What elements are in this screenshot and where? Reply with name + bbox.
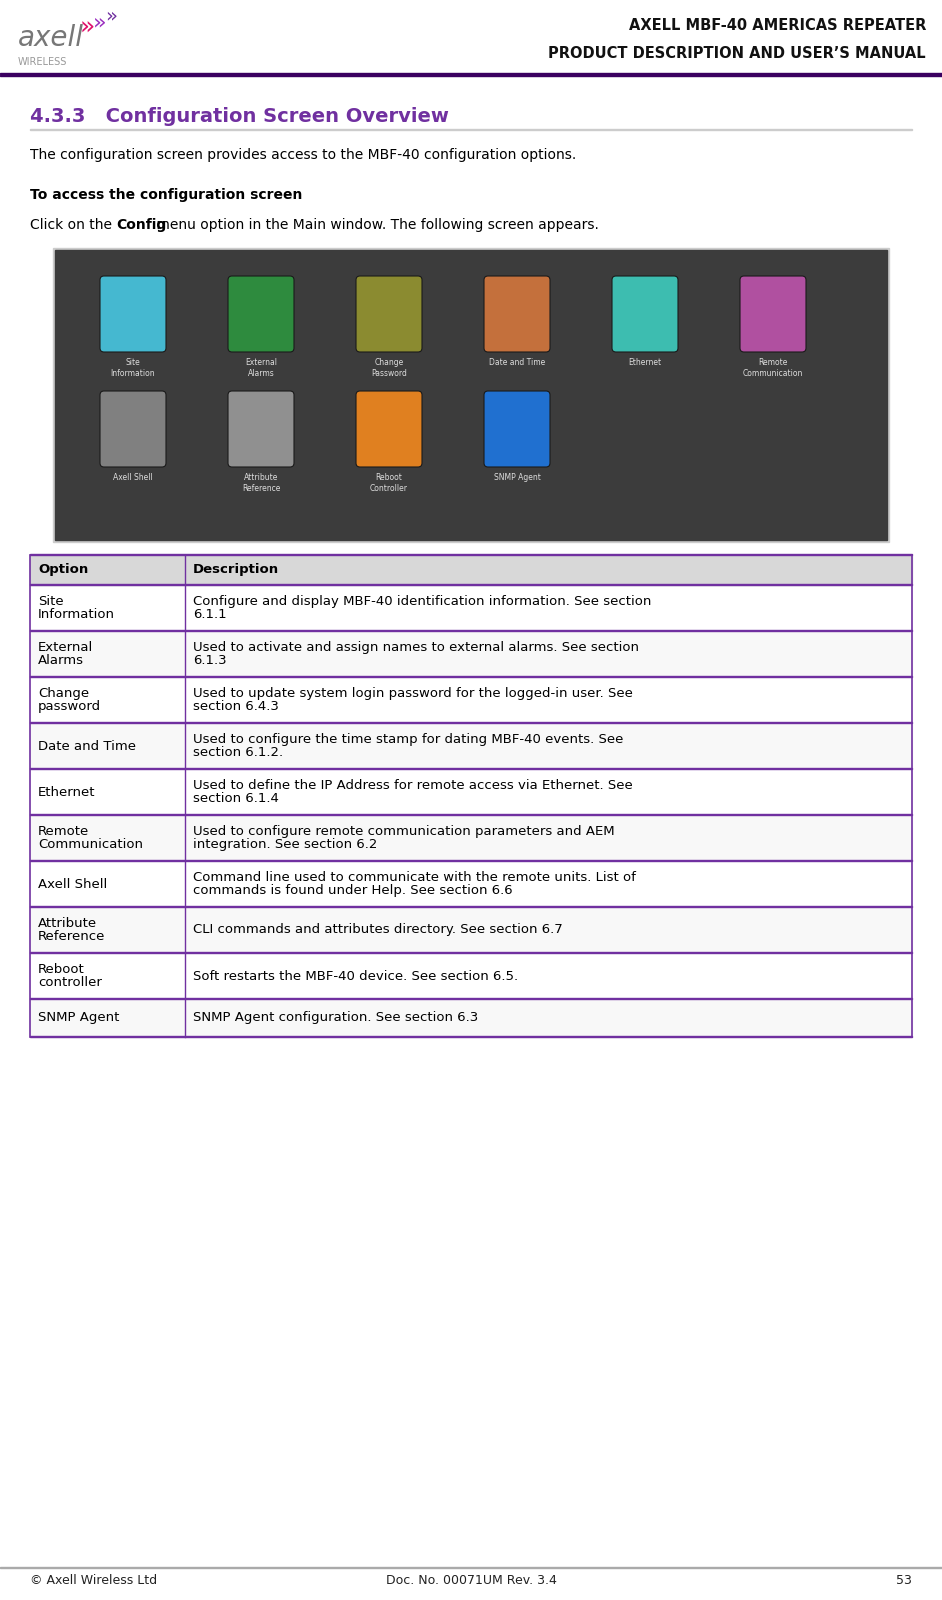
Bar <box>30 954 912 998</box>
Text: Site: Site <box>125 358 140 366</box>
Text: »: » <box>93 11 106 32</box>
Text: 4.3.3   Configuration Screen Overview: 4.3.3 Configuration Screen Overview <box>30 107 449 126</box>
Text: PRODUCT DESCRIPTION AND USER’S MANUAL: PRODUCT DESCRIPTION AND USER’S MANUAL <box>548 46 926 61</box>
Text: © Axell Wireless Ltd: © Axell Wireless Ltd <box>30 1573 157 1587</box>
Text: Reference: Reference <box>38 930 106 942</box>
Text: 6.1.1: 6.1.1 <box>193 608 227 621</box>
Text: section 6.4.3: section 6.4.3 <box>193 701 279 714</box>
Bar <box>53 248 889 542</box>
Text: axell: axell <box>18 24 84 51</box>
Text: Date and Time: Date and Time <box>489 358 545 366</box>
Text: External: External <box>245 358 277 366</box>
Text: Used to update system login password for the logged-in user. See: Used to update system login password for… <box>193 686 633 701</box>
Text: Site: Site <box>38 595 64 608</box>
FancyBboxPatch shape <box>740 275 806 352</box>
Text: Used to configure remote communication parameters and AEM: Used to configure remote communication p… <box>193 826 614 838</box>
Bar <box>30 555 912 1037</box>
Text: commands is found under Help. See section 6.6: commands is found under Help. See sectio… <box>193 883 512 898</box>
FancyBboxPatch shape <box>484 275 550 352</box>
Text: Communication: Communication <box>743 370 804 378</box>
FancyBboxPatch shape <box>612 275 678 352</box>
FancyBboxPatch shape <box>100 275 166 352</box>
Text: »: » <box>80 16 95 40</box>
Bar <box>55 250 887 541</box>
Bar <box>30 907 912 954</box>
Text: Configure and display MBF-40 identification information. See section: Configure and display MBF-40 identificat… <box>193 595 651 608</box>
Bar <box>30 814 912 861</box>
Text: Axell Shell: Axell Shell <box>38 877 107 891</box>
Text: controller: controller <box>38 976 102 989</box>
Bar <box>30 630 912 677</box>
Bar <box>30 723 912 770</box>
Text: Alarms: Alarms <box>248 370 274 378</box>
Text: »: » <box>105 6 117 26</box>
Text: Used to define the IP Address for remote access via Ethernet. See: Used to define the IP Address for remote… <box>193 779 633 792</box>
Text: Change: Change <box>38 686 89 701</box>
Text: Reference: Reference <box>242 483 280 493</box>
Text: Alarms: Alarms <box>38 654 84 667</box>
Text: Description: Description <box>193 563 279 576</box>
Text: Config: Config <box>116 218 166 232</box>
Text: Command line used to communicate with the remote units. List of: Command line used to communicate with th… <box>193 870 636 883</box>
Text: SNMP Agent: SNMP Agent <box>494 474 541 482</box>
FancyBboxPatch shape <box>228 275 294 352</box>
Text: Change: Change <box>374 358 403 366</box>
Text: Ethernet: Ethernet <box>38 786 95 798</box>
Text: Ethernet: Ethernet <box>628 358 661 366</box>
Text: Communication: Communication <box>38 838 143 851</box>
Text: section 6.1.2.: section 6.1.2. <box>193 746 284 758</box>
Text: Remote: Remote <box>758 358 788 366</box>
Text: Attribute: Attribute <box>38 917 97 930</box>
FancyBboxPatch shape <box>356 390 422 467</box>
Text: Attribute: Attribute <box>244 474 278 482</box>
Text: 6.1.3: 6.1.3 <box>193 654 227 667</box>
Text: External: External <box>38 642 93 654</box>
Bar <box>30 586 912 630</box>
Text: Information: Information <box>111 370 155 378</box>
Text: Remote: Remote <box>38 826 89 838</box>
Text: Reboot: Reboot <box>376 474 402 482</box>
Text: password: password <box>38 701 101 714</box>
Text: SNMP Agent configuration. See section 6.3: SNMP Agent configuration. See section 6.… <box>193 1011 479 1024</box>
Text: CLI commands and attributes directory. See section 6.7: CLI commands and attributes directory. S… <box>193 923 562 936</box>
Text: Used to configure the time stamp for dating MBF-40 events. See: Used to configure the time stamp for dat… <box>193 733 624 746</box>
Text: 53: 53 <box>896 1573 912 1587</box>
FancyBboxPatch shape <box>100 390 166 467</box>
Text: Soft restarts the MBF-40 device. See section 6.5.: Soft restarts the MBF-40 device. See sec… <box>193 970 518 982</box>
Text: SNMP Agent: SNMP Agent <box>38 1011 120 1024</box>
Text: Click on the: Click on the <box>30 218 117 232</box>
FancyBboxPatch shape <box>356 275 422 352</box>
Text: integration. See section 6.2: integration. See section 6.2 <box>193 838 378 851</box>
Text: The configuration screen provides access to the MBF-40 configuration options.: The configuration screen provides access… <box>30 149 577 162</box>
Text: menu option in the Main window. The following screen appears.: menu option in the Main window. The foll… <box>152 218 599 232</box>
Text: Reboot: Reboot <box>38 963 85 976</box>
Text: AXELL MBF-40 AMERICAS REPEATER: AXELL MBF-40 AMERICAS REPEATER <box>628 19 926 34</box>
Text: Date and Time: Date and Time <box>38 739 136 752</box>
FancyBboxPatch shape <box>228 390 294 467</box>
Text: Password: Password <box>371 370 407 378</box>
Text: To access the configuration screen: To access the configuration screen <box>30 187 302 202</box>
Text: Doc. No. 00071UM Rev. 3.4: Doc. No. 00071UM Rev. 3.4 <box>385 1573 557 1587</box>
FancyBboxPatch shape <box>484 390 550 467</box>
Text: Information: Information <box>38 608 115 621</box>
Text: WIRELESS: WIRELESS <box>18 58 68 67</box>
Text: section 6.1.4: section 6.1.4 <box>193 792 279 805</box>
Bar <box>30 677 912 723</box>
Text: Used to activate and assign names to external alarms. See section: Used to activate and assign names to ext… <box>193 642 639 654</box>
Bar <box>30 861 912 907</box>
Text: Axell Shell: Axell Shell <box>113 474 153 482</box>
Text: Controller: Controller <box>370 483 408 493</box>
Bar <box>30 998 912 1037</box>
Text: Option: Option <box>38 563 89 576</box>
Bar <box>30 770 912 814</box>
Bar <box>30 555 912 586</box>
